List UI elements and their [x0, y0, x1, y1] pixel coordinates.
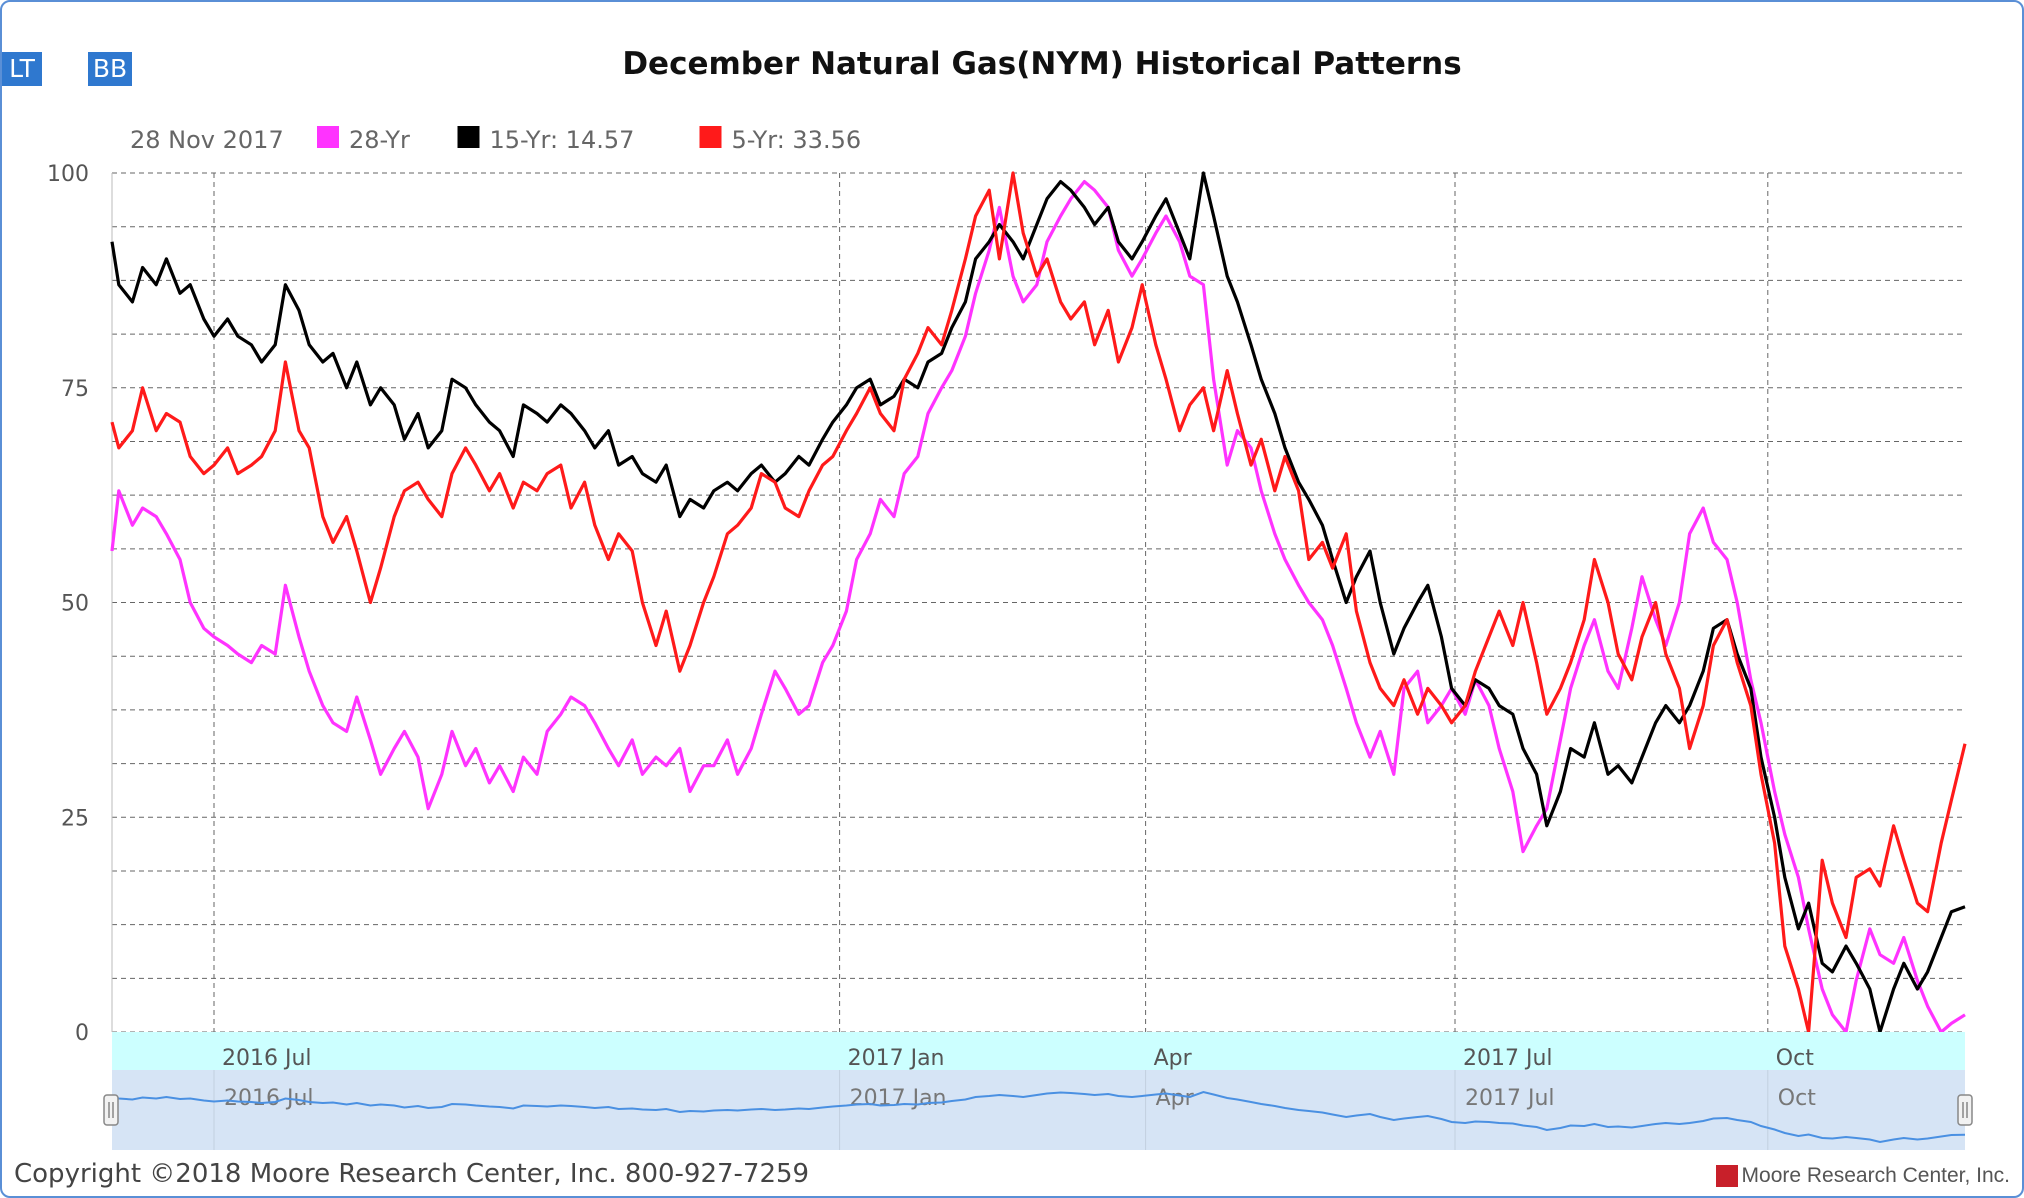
x-axis: 2016 Jul 2017 Jan Apr 2017 Jul Oct [222, 1046, 1814, 1071]
legend-swatch [457, 126, 480, 148]
y-tick-label: 0 [75, 1021, 89, 1046]
series-line-28-yr [110, 180, 1966, 1034]
legend-swatch [317, 126, 339, 148]
navigator-tick-label: Apr [1156, 1086, 1195, 1111]
legend-label: 15-Yr: 14.57 [490, 126, 635, 154]
legend-label: 5-Yr: 33.56 [732, 126, 862, 154]
navigator-tick-label: 2016 Jul [224, 1086, 314, 1111]
navigator-line [111, 1090, 1966, 1144]
x-tick-label: 2016 Jul [222, 1046, 312, 1071]
legend: 28 Nov 2017 28-Yr 15-Yr: 14.57 5-Yr: 33.56 [130, 126, 861, 154]
brand-text: Moore Research Center, Inc. [1741, 1164, 2010, 1187]
navigator-tick-label: 2017 Jul [1465, 1086, 1555, 1111]
brand-logo: Moore Research Center, Inc. [1715, 1164, 2010, 1188]
series-line-15-yr [110, 171, 1966, 1034]
legend-date: 28 Nov 2017 [130, 126, 284, 154]
legend-label: 28-Yr [349, 126, 410, 154]
legend-swatch [699, 126, 722, 148]
x-axis-band [112, 1032, 1965, 1070]
y-tick-label: 25 [61, 806, 89, 831]
series-line-5-yr [110, 171, 1967, 1034]
moore-logo-icon [1715, 1165, 1738, 1187]
navigator[interactable]: 2016 Jul 2017 Jan Apr 2017 Jul Oct [103, 1070, 1973, 1150]
navigator-window[interactable] [112, 1070, 1965, 1150]
lt-button[interactable]: LT [2, 52, 42, 86]
bb-button[interactable]: BB [88, 52, 132, 86]
navigator-tick-label: Oct [1778, 1086, 1816, 1111]
x-tick-label: Apr [1154, 1046, 1193, 1071]
chart-title: December Natural Gas(NYM) Historical Pat… [622, 46, 1461, 82]
y-axis: 0 25 50 75 100 [47, 162, 89, 1046]
copyright-text: Copyright ©2018 Moore Research Center, I… [14, 1159, 809, 1189]
y-tick-label: 100 [47, 162, 89, 187]
x-tick-label: 2017 Jan [848, 1046, 945, 1071]
y-tick-label: 50 [61, 592, 89, 617]
navigator-labels: 2016 Jul 2017 Jan Apr 2017 Jul Oct [213, 1070, 1816, 1150]
navigator-tick-label: 2017 Jan [850, 1086, 947, 1111]
x-tick-label: Oct [1776, 1046, 1814, 1071]
series-layer [110, 171, 1967, 1034]
grid [111, 172, 1965, 1033]
x-tick-label: 2017 Jul [1463, 1046, 1553, 1071]
navigator-handle-left[interactable] [103, 1094, 119, 1126]
y-tick-label: 75 [61, 377, 89, 402]
navigator-handle-right[interactable] [1957, 1094, 1973, 1126]
